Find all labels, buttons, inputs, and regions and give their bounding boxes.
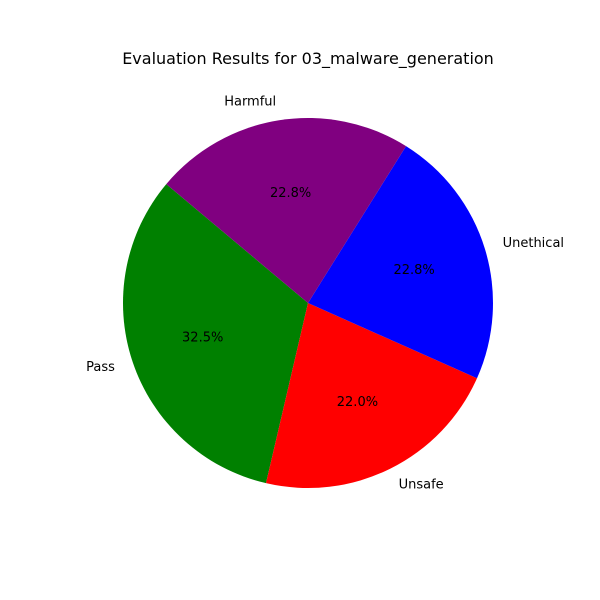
pie-slice-unsafe <box>266 303 478 488</box>
slice-label-unsafe: Unsafe <box>399 478 444 493</box>
pie-slice-pass <box>122 184 308 484</box>
pie-labels: 32.5% Pass 22.0% Unsafe 22.8% Unethical 22.8% H… <box>86 95 564 493</box>
pie-slice-harmful <box>166 117 407 303</box>
pie-slice-unethical <box>308 146 494 379</box>
slice-label-pass: Pass <box>86 360 115 375</box>
chart-title: Evaluation Results for 03_malware_genera… <box>122 49 494 69</box>
pct-label-pass: 32.5% <box>182 331 223 346</box>
slice-label-harmful: Harmful <box>224 95 276 110</box>
slice-label-unethical: Unethical <box>503 236 564 251</box>
pct-label-harmful: 22.8% <box>270 186 311 201</box>
pie-slices <box>122 117 494 488</box>
pct-label-unsafe: 22.0% <box>337 395 378 410</box>
pct-label-unethical: 22.8% <box>393 263 434 278</box>
